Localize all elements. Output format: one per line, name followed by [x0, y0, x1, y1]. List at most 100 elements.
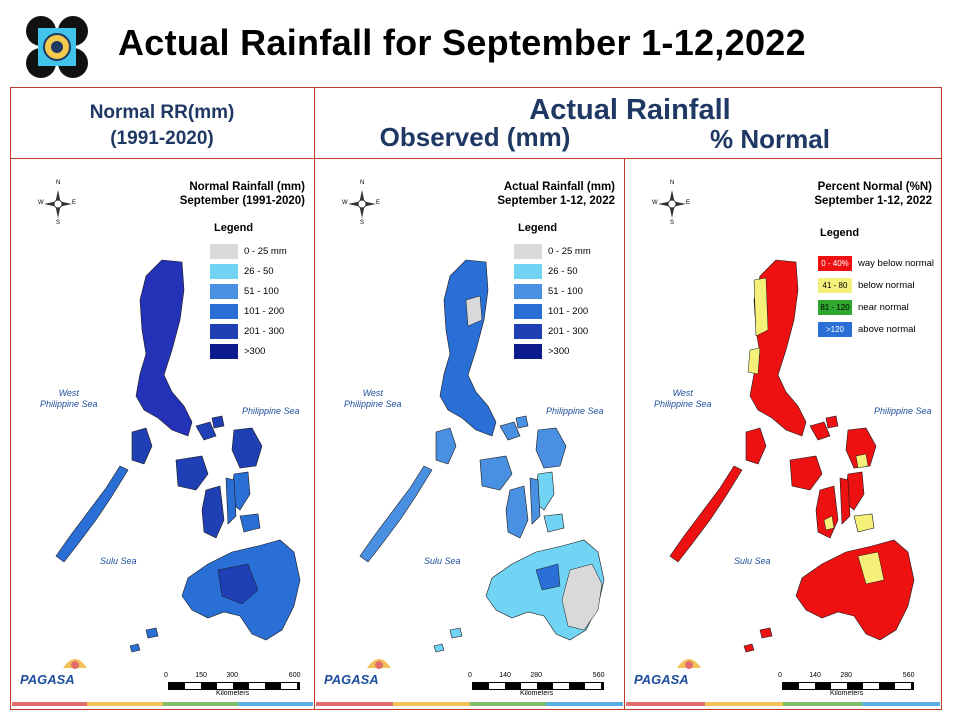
umbrella-icon — [367, 659, 391, 669]
island-bicol2 — [499, 421, 521, 441]
legend-item: 51 - 100 — [514, 284, 583, 299]
footer-color-strip — [469, 702, 547, 706]
legend-title: Legend — [214, 222, 254, 234]
island-negros — [505, 485, 529, 539]
compass-letter: W — [342, 200, 348, 206]
footer-color-strip — [316, 702, 393, 706]
region-patch — [857, 551, 885, 585]
island-luzon — [439, 259, 497, 437]
pagasa-logo-icon — [26, 16, 88, 78]
compass-letter: W — [38, 200, 44, 206]
island-panay — [479, 455, 513, 491]
footer-color-strip — [626, 702, 705, 706]
island-panay — [175, 455, 209, 491]
legend-swatch — [210, 304, 238, 319]
umbrella-icon — [677, 659, 701, 669]
legend-item: 101 - 200 — [514, 304, 588, 319]
divider — [10, 158, 942, 159]
sea-label-line: Philippine Sea — [654, 399, 712, 409]
island-samar — [845, 427, 877, 469]
region-patch — [855, 453, 869, 469]
compass-letter: S — [670, 220, 675, 226]
map-title: Actual Rainfall (mm) September 1-12, 2022 — [497, 180, 615, 208]
sea-label-line: West — [672, 388, 693, 398]
footer-color-strip — [783, 702, 862, 706]
legend-label: 51 - 100 — [548, 286, 583, 297]
island-sulu — [145, 627, 159, 639]
legend-item: 41 - 80 below normal — [818, 278, 915, 293]
legend-label: 201 - 300 — [244, 326, 285, 337]
scale-unit-label: Kilometers — [830, 690, 864, 697]
sea-label-sulu: Sulu Sea — [424, 556, 461, 566]
legend-swatch: 81 - 120 — [818, 300, 852, 315]
island-panay — [789, 455, 823, 491]
scale-tick-label: 150 — [195, 672, 207, 679]
footer-color-strip — [12, 702, 88, 706]
island-samar — [231, 427, 263, 469]
island-sulu2 — [433, 643, 445, 653]
region-patch — [465, 295, 483, 327]
island-bohol — [239, 513, 261, 533]
legend-label: 0 - 25 mm — [548, 246, 591, 257]
legend-item: 26 - 50 — [514, 264, 578, 279]
map-title-line: Actual Rainfall (mm) — [503, 181, 615, 193]
legend-swatch: >120 — [818, 322, 852, 337]
region-patch — [561, 563, 603, 631]
scale-tick-label: 0 — [468, 672, 472, 679]
compass-letter: E — [72, 200, 77, 206]
map-panel-percent: N S W E Percent Normal (%N) September 1-12, 2… — [626, 160, 940, 708]
philippines-map — [348, 190, 605, 653]
sea-label-sulu: Sulu Sea — [100, 556, 137, 566]
scale-bar — [472, 682, 604, 690]
region-patch — [217, 563, 259, 605]
footer-color-strip — [546, 702, 623, 706]
legend-label: 51 - 100 — [244, 286, 279, 297]
legend-label: 26 - 50 — [244, 266, 274, 277]
pagasa-brand: PAGASA — [634, 672, 689, 687]
legend-label: way below normal — [858, 258, 935, 269]
map-panel-normal: N S W E Normal Rainfall (mm) September (1991-… — [12, 160, 313, 708]
legend-title: Legend — [820, 227, 860, 239]
legend-swatch — [210, 264, 238, 279]
map-title-line: September (1991-2020) — [179, 195, 305, 207]
footer-color-strip — [704, 702, 783, 706]
legend-swatch — [210, 344, 238, 359]
compass-letter: N — [670, 180, 675, 186]
legend-swatch — [514, 264, 542, 279]
map-title-line: Percent Normal (%N) — [817, 181, 932, 193]
legend-label: near normal — [858, 302, 909, 313]
divider — [314, 87, 315, 710]
island-palawan — [55, 465, 129, 563]
map-title-line: Normal Rainfall (mm) — [189, 181, 305, 193]
legend-item: 0 - 25 mm — [514, 244, 591, 259]
legend-label: 201 - 300 — [548, 326, 589, 337]
legend-swatch — [514, 304, 542, 319]
scale-bar — [168, 682, 300, 690]
island-cebu — [225, 477, 237, 525]
legend-swatch — [514, 324, 542, 339]
page-title: Actual Rainfall for September 1-12,2022 — [118, 22, 806, 63]
compass-letter: W — [652, 200, 658, 206]
compass-rose-icon — [658, 190, 686, 218]
island-cebu — [529, 477, 541, 525]
region-patch — [753, 277, 769, 337]
compass-letter: N — [56, 180, 61, 186]
scale-tick-label: 0 — [164, 672, 168, 679]
legend-swatch — [514, 244, 542, 259]
legend-label: above normal — [858, 324, 916, 335]
sea-label-line: West — [58, 388, 79, 398]
legend-label: 26 - 50 — [548, 266, 578, 277]
island-luzon — [135, 259, 193, 437]
legend-label: 101 - 200 — [244, 306, 285, 317]
divider — [624, 158, 625, 710]
scale-tick-label: 560 — [902, 672, 915, 679]
footer-color-strip — [162, 702, 238, 706]
sea-label-east: Philippine Sea — [546, 406, 604, 416]
compass-letter: S — [56, 220, 61, 226]
island-mindanao — [795, 539, 915, 641]
island-catan — [515, 415, 529, 429]
region-patch — [747, 347, 761, 375]
legend-item: 201 - 300 — [514, 324, 588, 339]
island-sulu2 — [129, 643, 141, 653]
legend-label: >300 — [244, 346, 266, 357]
